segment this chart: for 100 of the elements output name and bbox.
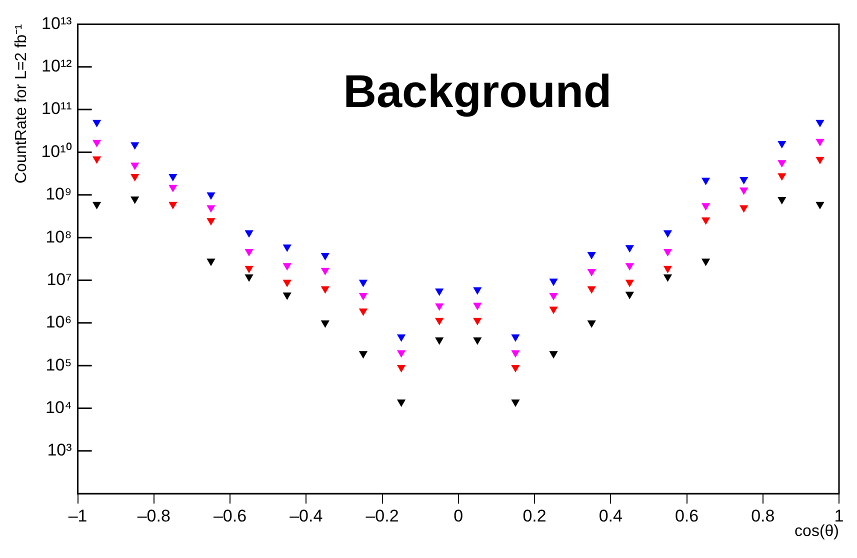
point [320, 252, 330, 260]
point [282, 280, 292, 288]
point [206, 218, 216, 226]
x-tick-label: –0.6 [213, 506, 247, 526]
x-tick-label: 1 [834, 506, 844, 526]
point [587, 320, 596, 328]
x-tick-label: 0.2 [522, 506, 546, 526]
point [587, 269, 596, 277]
point [740, 176, 748, 184]
point [587, 286, 596, 294]
point [549, 306, 558, 314]
point [511, 334, 520, 342]
point [168, 174, 178, 182]
x-tick-label: 0.8 [751, 506, 775, 526]
point [816, 156, 824, 164]
x-tick-label: 0.4 [598, 506, 622, 526]
point [625, 263, 634, 271]
point [625, 280, 634, 288]
point [549, 292, 558, 300]
point [130, 142, 140, 150]
x-tick-label: 0.6 [674, 506, 699, 526]
point [511, 365, 520, 373]
point [740, 205, 748, 213]
x-tick-label: –0.2 [366, 506, 399, 526]
point [396, 365, 406, 373]
point [130, 162, 140, 170]
point [511, 400, 520, 408]
point [358, 351, 368, 359]
point [435, 318, 444, 326]
point [587, 252, 596, 260]
point [473, 287, 482, 295]
point [549, 278, 558, 286]
point [663, 274, 672, 282]
point [320, 268, 330, 276]
point [435, 288, 444, 296]
point [358, 308, 368, 316]
point [282, 263, 292, 271]
y-tick-label: 10⁷ [46, 270, 72, 289]
point [816, 138, 824, 146]
point [92, 156, 102, 164]
point [663, 249, 672, 257]
y-tick-label: 10⁶ [46, 312, 72, 332]
point [473, 302, 482, 310]
y-tick-label: 10⁴ [46, 398, 72, 417]
point [396, 400, 406, 408]
point [168, 202, 178, 210]
point [282, 292, 292, 300]
point [701, 203, 710, 211]
y-tick-label: 10¹³ [42, 14, 72, 33]
y-tick-label: 10¹⁰ [41, 142, 72, 161]
point [206, 192, 216, 200]
point [396, 350, 406, 358]
point [701, 258, 710, 266]
point [206, 205, 216, 213]
point [625, 245, 634, 253]
point [473, 337, 482, 345]
point [663, 230, 672, 238]
point [740, 188, 748, 196]
point [244, 230, 254, 238]
point [778, 173, 786, 181]
point [435, 303, 444, 311]
x-tick-label: –1 [68, 506, 88, 526]
point [130, 174, 140, 182]
point [168, 184, 178, 192]
point [282, 244, 292, 252]
y-tick-label: 10³ [47, 440, 72, 460]
point [663, 266, 672, 274]
y-tick-label: 10¹² [42, 56, 72, 76]
y-tick-label: 10⁵ [46, 355, 72, 374]
point [320, 320, 330, 328]
y-tick-label: 10⁹ [46, 184, 72, 204]
point [435, 337, 444, 345]
point [511, 350, 520, 358]
point [92, 202, 102, 210]
text: Background [343, 64, 612, 117]
point [701, 178, 710, 186]
point [549, 351, 558, 359]
point [358, 280, 368, 288]
x-tick-label: –0.4 [290, 506, 323, 526]
point [816, 202, 824, 210]
point [92, 120, 102, 128]
point [778, 160, 786, 168]
point [320, 286, 330, 294]
point [244, 274, 254, 282]
point [358, 292, 368, 300]
y-tick-label: 10¹¹ [42, 99, 72, 118]
point [816, 120, 824, 128]
x-axis-title: cos(θ) [794, 523, 839, 540]
point [92, 140, 102, 148]
point [778, 196, 786, 204]
y-axis-title: CountRate for L=2 fb⁻¹ [13, 24, 30, 184]
point [701, 217, 710, 225]
point [778, 141, 786, 149]
point [244, 249, 254, 257]
point [130, 196, 140, 204]
x-tick-label: 0 [454, 506, 464, 526]
y-tick-label: 10⁸ [46, 227, 72, 246]
point [206, 258, 216, 266]
point [244, 266, 254, 274]
point [473, 318, 482, 326]
